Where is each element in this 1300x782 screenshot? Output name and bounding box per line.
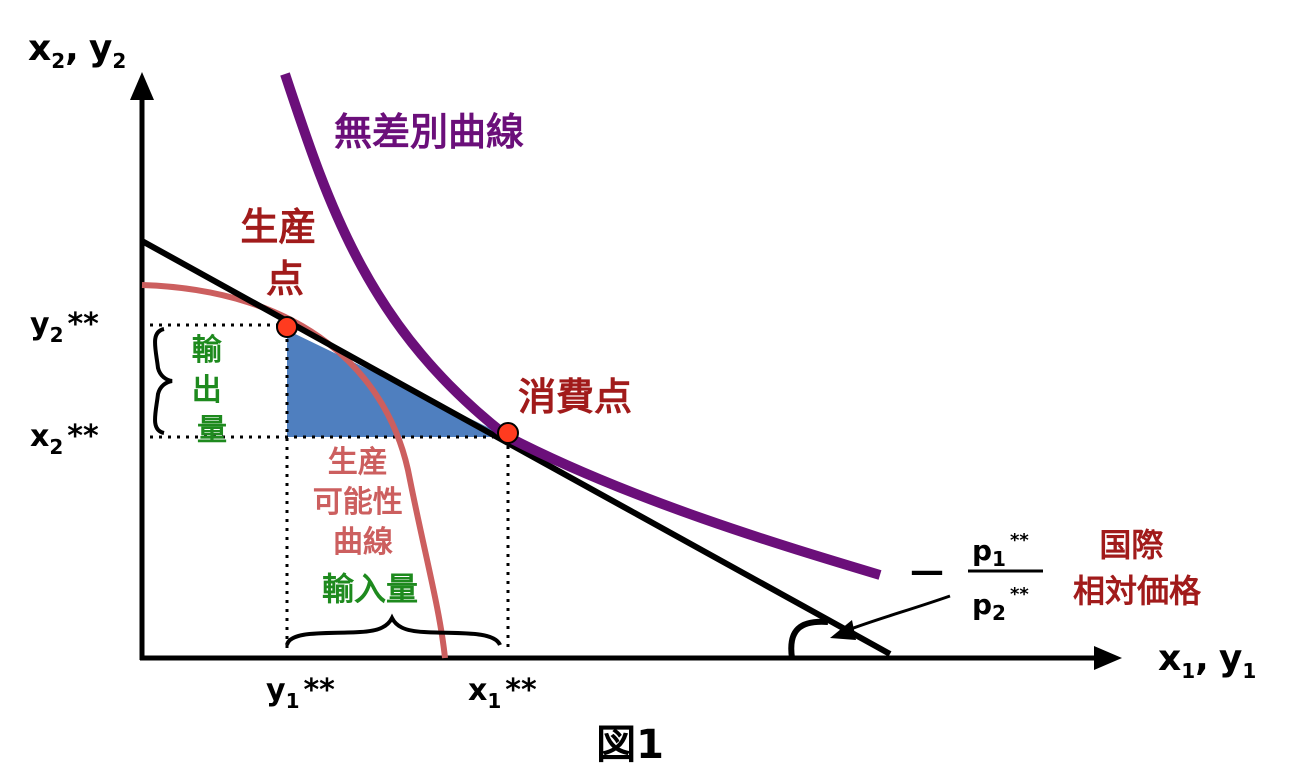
tick-label-x2: x2 ** [30,419,99,459]
consumption-point-label: 消費点 [518,375,632,419]
price-minus-sign: — [910,551,944,591]
price-line [140,238,892,657]
price-annotation-arrow [847,594,951,632]
production-point-marker [276,316,298,338]
x-axis-title: x1, y1 [1158,638,1256,683]
import-volume-label: 輸入量 [322,570,418,608]
price-numerator: p1** [972,530,1029,571]
price-annotation-arrowhead [830,620,856,640]
tick-label-y2: y2 ** [30,307,99,347]
consumption-point-marker [497,422,519,444]
guide-lines [150,323,510,650]
price-denominator: p2** [972,584,1029,625]
x-axis-arrowhead [1094,646,1122,670]
production-point-label: 生産 点 [240,205,329,301]
figure-caption: 図1 [596,722,664,768]
import-brace [285,613,502,647]
export-volume-label: 輸 出 量 [192,333,232,448]
ppf-label: 生産 可能性 曲線 [313,445,413,560]
intl-relative-price-label: 国際 相対価格 [1073,526,1202,610]
tick-label-y1: y1 ** [266,673,335,713]
y-axis-arrowhead [130,72,154,100]
tick-label-x1: x1 ** [468,673,537,713]
export-brace [153,327,173,435]
slope-angle-arc [788,618,829,659]
y-axis-title: x2, y2 [28,28,126,73]
indifference-curve-label: 無差別曲線 [334,110,524,154]
